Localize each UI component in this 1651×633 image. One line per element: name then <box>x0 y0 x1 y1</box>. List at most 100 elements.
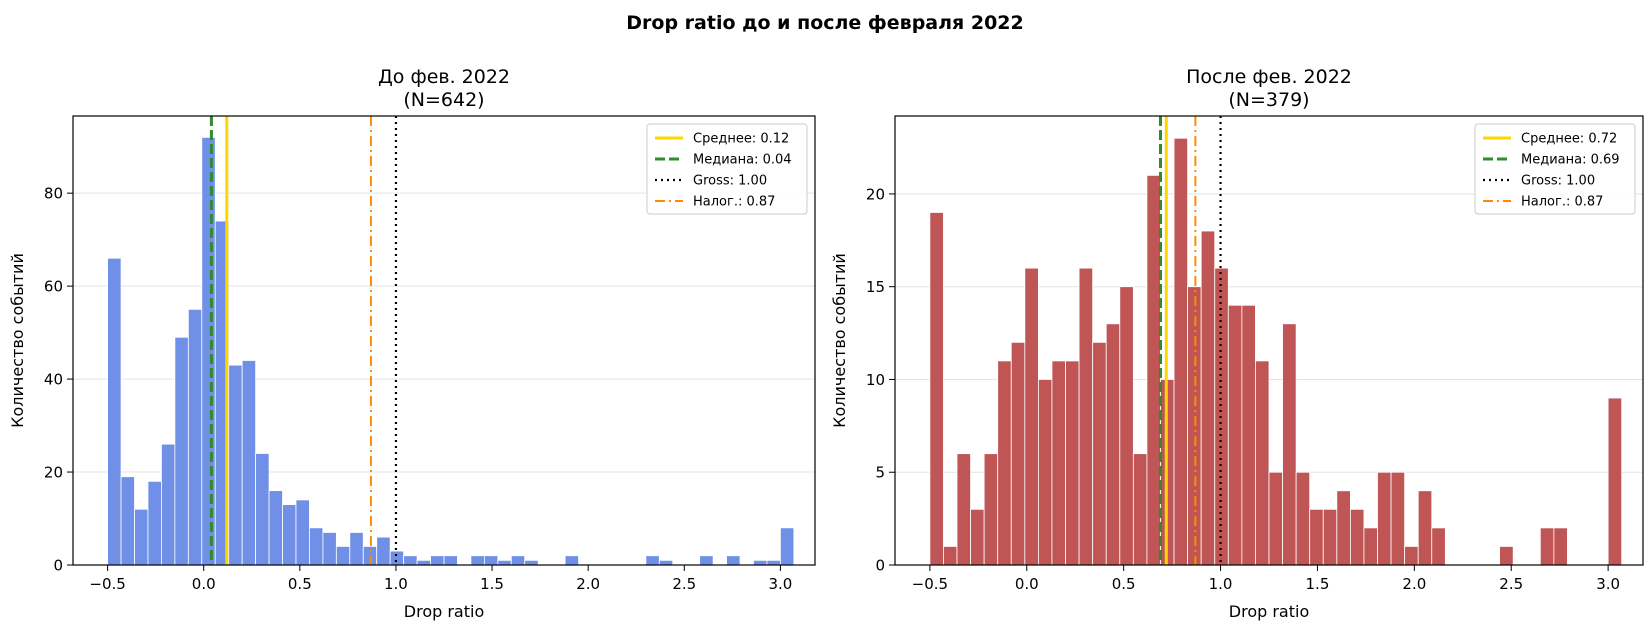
y-tick-label: 0 <box>875 557 885 575</box>
x-tick-label: 1.0 <box>1209 575 1233 593</box>
histogram-bar <box>1105 323 1121 566</box>
x-tick-label: 0.5 <box>288 575 312 593</box>
histogram-bar <box>726 555 741 566</box>
y-tick-label: 10 <box>866 371 885 389</box>
legend-entry: Налог.: 0.87 <box>693 195 775 210</box>
histogram-bar <box>335 546 351 566</box>
y-tick-label: 40 <box>44 371 63 389</box>
histogram-bar <box>929 212 944 566</box>
x-tick-label: 2.0 <box>576 575 600 593</box>
x-tick-label: −0.5 <box>89 575 125 593</box>
histogram-bar <box>1404 546 1419 566</box>
histogram-bar <box>1282 323 1297 566</box>
histogram-bar <box>1539 527 1555 566</box>
histogram-bar <box>1132 453 1148 566</box>
histogram-bar <box>943 546 958 566</box>
x-axis-label: Drop ratio <box>404 602 484 621</box>
x-tick-label: 2.5 <box>1499 575 1523 593</box>
x-tick-label: 0.5 <box>1112 575 1136 593</box>
chart-subtitle: (N=642) <box>403 89 484 111</box>
histogram-bar <box>443 555 458 566</box>
histogram-bar <box>349 532 364 566</box>
legend-entry: Медиана: 0.04 <box>693 153 792 168</box>
histogram-bar <box>1119 286 1134 566</box>
histogram-bar <box>497 559 512 566</box>
x-tick-label: 3.0 <box>1596 575 1620 593</box>
histogram-bar <box>1268 471 1283 566</box>
histogram-bar <box>322 532 337 566</box>
histogram-bar <box>645 555 660 566</box>
histogram-bar <box>564 555 579 566</box>
histogram-bar <box>1051 360 1066 566</box>
plot-frame <box>894 115 1644 566</box>
chart-title: После фев. 2022 <box>1186 66 1352 88</box>
histogram-bar <box>1010 341 1026 566</box>
histogram-bar <box>1607 397 1623 566</box>
histogram-bar <box>268 490 283 566</box>
y-tick-label: 80 <box>44 185 63 203</box>
legend-entry: Среднее: 0.72 <box>1521 132 1617 147</box>
histogram-bar <box>389 550 405 566</box>
histogram-bar <box>1200 230 1216 566</box>
x-tick-label: 3.0 <box>768 575 792 593</box>
histogram-bar <box>1417 490 1433 566</box>
histogram-bar <box>997 360 1012 566</box>
histogram-bar <box>983 453 999 566</box>
x-axis-label: Drop ratio <box>1229 602 1309 621</box>
histogram-bar <box>282 504 297 566</box>
legend: Среднее: 0.72 Медиана: 0.69 Gross: 1.00 Нал… <box>1474 123 1636 215</box>
x-tick-label: 1.0 <box>384 575 408 593</box>
histogram-bar <box>1037 379 1053 566</box>
histogram-bar <box>147 480 162 566</box>
histogram-bar <box>779 527 795 566</box>
x-tick-label: −0.5 <box>912 575 948 593</box>
histogram-bar <box>1390 471 1406 566</box>
histogram-bar <box>766 559 781 566</box>
histogram-bar <box>1241 304 1256 566</box>
histogram-bar <box>187 308 203 566</box>
histogram-bar <box>1173 137 1189 566</box>
histogram-bar <box>228 364 243 566</box>
histogram-bar <box>1146 174 1161 566</box>
histogram-bar <box>1349 508 1365 566</box>
histogram-bar <box>376 536 391 566</box>
histogram-bar <box>1065 360 1080 566</box>
plot-frame <box>72 115 816 566</box>
y-tick-label: 20 <box>44 464 63 482</box>
histogram-bar <box>1322 508 1338 566</box>
x-tick-label: 1.5 <box>480 575 504 593</box>
legend: Среднее: 0.12 Медиана: 0.04 Gross: 1.00 Нал… <box>646 123 808 215</box>
histogram-bar <box>956 453 971 566</box>
histogram-bar <box>1255 360 1270 566</box>
histogram-bar <box>134 508 149 566</box>
legend-box <box>1474 123 1636 215</box>
chart-subtitle: (N=379) <box>1228 89 1309 111</box>
histogram-bar <box>295 499 310 566</box>
histogram-bar <box>1295 471 1311 566</box>
legend-entry: Среднее: 0.12 <box>693 132 789 147</box>
y-axis-label: Количество событий <box>8 253 27 428</box>
chart-after-feb-2022: После фев. 2022(N=379) 0 5 10 15 20 −0.5 0.0 0.5… <box>830 66 1644 621</box>
legend-box <box>646 123 808 215</box>
histogram-bar <box>255 453 270 566</box>
histogram-bar <box>430 555 445 566</box>
chart-title: До фев. 2022 <box>378 66 510 88</box>
y-tick-label: 5 <box>875 464 885 482</box>
x-tick-label: 2.0 <box>1402 575 1426 593</box>
chart-before-feb-2022: До фев. 2022(N=642) 0 20 40 60 80 −0.5 0.0 0.5 1.… <box>8 66 816 621</box>
histogram-bar <box>1024 267 1039 566</box>
histogram-bar <box>524 559 539 566</box>
histogram-bar <box>1309 508 1324 566</box>
histogram-bar <box>174 336 189 566</box>
histogram-bar <box>1377 471 1392 566</box>
histogram-bar <box>753 559 768 566</box>
x-tick-label: 0.0 <box>192 575 216 593</box>
histogram-bar <box>416 559 431 566</box>
histogram-bar <box>120 476 135 566</box>
histogram-bar <box>403 555 418 566</box>
histogram-bar <box>699 555 714 566</box>
histogram-bar <box>161 443 176 566</box>
histogram-bar <box>309 527 324 566</box>
legend-entry: Налог.: 0.87 <box>1521 195 1603 210</box>
